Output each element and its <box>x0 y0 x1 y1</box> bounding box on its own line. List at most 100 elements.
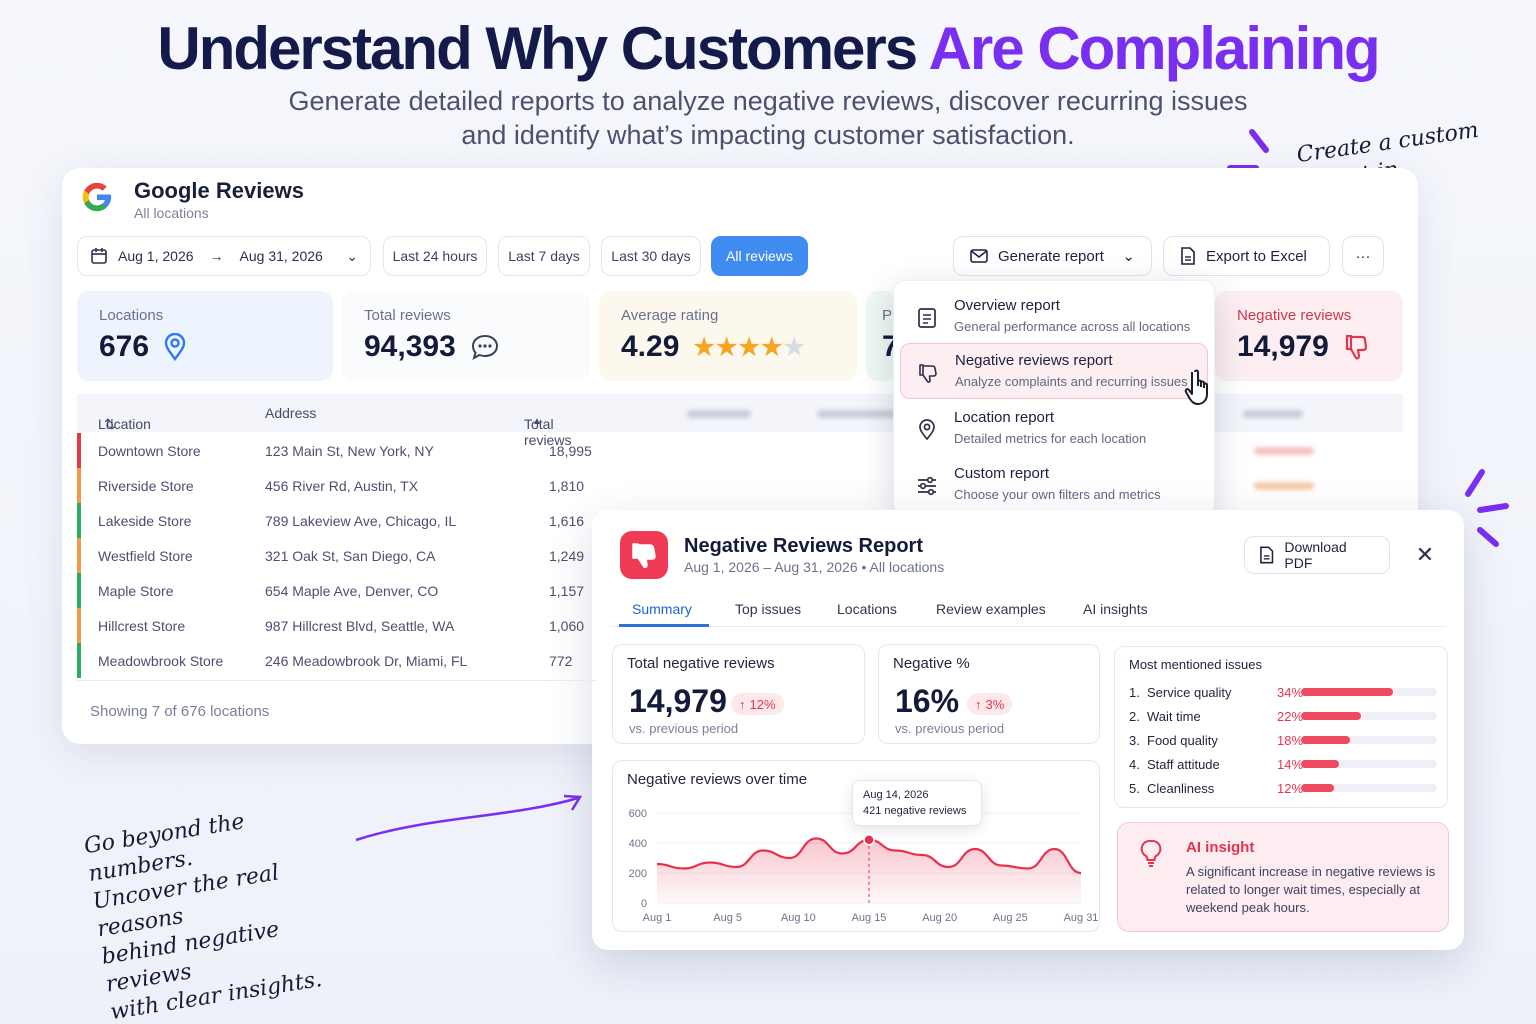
row-status-bar <box>77 468 81 503</box>
download-pdf-label: Download PDF <box>1284 539 1347 571</box>
hero-subtitle-line-2: and identify what’s impacting customer s… <box>461 120 1075 150</box>
issue-name: Staff attitude <box>1147 757 1220 772</box>
row-address: 654 Maple Ave, Denver, CO <box>265 583 439 599</box>
stat-value-row: 676 <box>99 330 311 364</box>
row-total: 1,616 <box>549 513 585 529</box>
range-all-reviews[interactable]: All reviews <box>711 236 808 276</box>
date-end: Aug 31, 2026 <box>239 248 323 264</box>
card-total-negative: Total negative reviews 14,979 ↑ 12% vs. p… <box>612 644 865 744</box>
column-location-label: Location <box>98 416 151 432</box>
generate-report-label: Generate report <box>998 247 1104 265</box>
x-tick-label: Aug 10 <box>781 912 816 924</box>
table-row[interactable]: Meadowbrook Store 246 Meadowbrook Dr, Mia… <box>77 643 597 678</box>
stat-average-rating: Average rating 4.29 ★★★★★ <box>599 291 857 381</box>
table-row[interactable]: Westfield Store 321 Oak St, San Diego, CA… <box>77 538 597 573</box>
row-address: 987 Hillcrest Blvd, Seattle, WA <box>265 618 455 634</box>
row-location: Riverside Store <box>98 478 194 494</box>
tab-locations[interactable]: Locations <box>837 601 897 617</box>
card-title: Total negative reviews <box>627 655 775 672</box>
stat-label: Locations <box>99 307 164 324</box>
generate-report-button[interactable]: Generate report ⌄ <box>953 236 1152 276</box>
tab-ai-insights[interactable]: AI insights <box>1083 601 1148 617</box>
y-tick-label: 200 <box>629 868 647 880</box>
table-row[interactable]: Lakeside Store 789 Lakeview Ave, Chicago,… <box>77 503 597 538</box>
hero-subtitle: Generate detailed reports to analyze neg… <box>0 84 1536 152</box>
issue-bar-track <box>1301 712 1437 720</box>
row-total: 772 <box>549 653 573 669</box>
blurred-cell <box>1254 482 1314 490</box>
delta-value: 12% <box>749 696 776 712</box>
issue-bar-fill <box>1301 784 1334 792</box>
range-last-30-days[interactable]: Last 30 days <box>601 236 701 276</box>
export-excel-label: Export to Excel <box>1206 247 1307 265</box>
menu-item-desc: General performance across all locations <box>954 319 1191 334</box>
delta-badge: ↑ 3% <box>967 693 1013 715</box>
issue-item: 2. Wait time 22% <box>1129 707 1439 727</box>
x-tick-label: Aug 1 <box>643 912 672 924</box>
hero-title-accent: Are Complaining <box>928 15 1381 82</box>
menu-item-desc: Detailed metrics for each location <box>954 431 1147 446</box>
issue-percent: 12% <box>1277 781 1304 796</box>
stat-label-partial: P <box>882 307 893 324</box>
card-negative-percent: Negative % 16% ↑ 3% vs. previous period <box>878 644 1100 744</box>
stat-value-row: 4.29 ★★★★★ <box>621 330 835 364</box>
table-row[interactable]: Riverside Store 456 River Rd, Austin, TX 1… <box>77 468 597 503</box>
more-options-button[interactable]: ··· <box>1342 236 1384 276</box>
hero-title: Understand Why Customers Are Complaining <box>0 14 1536 83</box>
card-value: 14,979 <box>629 683 727 719</box>
stat-value: 14,979 <box>1237 330 1329 363</box>
arrow-right-icon: → <box>209 248 224 264</box>
menu-item-custom-report[interactable]: Custom report Choose your own filters an… <box>900 457 1208 513</box>
sort-icon: ⇅ <box>104 416 116 432</box>
highlight-point[interactable] <box>863 834 875 846</box>
star-empty-icon: ★ <box>783 333 806 361</box>
menu-item-negative-reviews-report[interactable]: Negative reviews report Analyze complain… <box>900 343 1208 399</box>
star-icon: ★ <box>760 333 784 361</box>
menu-item-overview-report[interactable]: Overview report General performance acro… <box>900 289 1208 345</box>
star-rating: ★★★★★ <box>693 333 806 362</box>
download-pdf-button[interactable]: Download PDF <box>1244 536 1390 574</box>
card-compare: vs. previous period <box>895 721 1005 736</box>
hand-cursor-icon <box>1184 369 1208 405</box>
range-last-24-hours[interactable]: Last 24 hours <box>383 236 487 276</box>
export-excel-button[interactable]: Export to Excel <box>1163 236 1330 276</box>
column-address[interactable]: Address <box>265 405 317 421</box>
issue-rank: 4. <box>1129 757 1140 772</box>
range-last-7-days[interactable]: Last 7 days <box>498 236 590 276</box>
hero-title-main: Understand Why Customers <box>157 15 918 82</box>
x-tick-label: Aug 31 <box>1064 912 1099 924</box>
row-status-bar <box>77 643 81 678</box>
tab-top-issues[interactable]: Top issues <box>735 601 802 617</box>
location-pin-icon <box>164 333 186 361</box>
table-row[interactable]: Maple Store 654 Maple Ave, Denver, CO 1,15… <box>77 573 597 608</box>
tab-review-examples[interactable]: Review examples <box>936 601 1046 617</box>
star-icon: ★ <box>693 333 716 361</box>
arrow-up-icon: ↑ <box>739 696 746 712</box>
stat-locations: Locations 676 <box>77 291 333 381</box>
issue-bar-fill <box>1301 760 1339 768</box>
file-icon <box>1260 546 1274 564</box>
date-range-picker[interactable]: Aug 1, 2026 → Aug 31, 2026 ⌄ <box>77 236 371 276</box>
callout-insights: Go beyond the numbers. Uncover the real … <box>82 793 369 1024</box>
stat-value: 676 <box>99 330 150 363</box>
tab-summary[interactable]: Summary <box>632 601 692 617</box>
x-tick-label: Aug 20 <box>922 912 957 924</box>
issue-name: Service quality <box>1147 685 1232 700</box>
issue-name: Cleanliness <box>1147 781 1215 796</box>
issue-rank: 2. <box>1129 709 1140 724</box>
table-row[interactable]: Downtown Store 123 Main St, New York, NY 1… <box>77 433 597 468</box>
close-icon[interactable]: ✕ <box>1415 542 1435 567</box>
stat-value-row: 94,393 <box>364 330 568 364</box>
row-address: 123 Main St, New York, NY <box>265 443 434 459</box>
blurred-header <box>817 410 897 418</box>
row-address: 456 River Rd, Austin, TX <box>265 478 419 494</box>
issue-bar-track <box>1301 784 1437 792</box>
date-start: Aug 1, 2026 <box>118 248 194 264</box>
row-location: Maple Store <box>98 583 174 599</box>
menu-item-location-report[interactable]: Location report Detailed metrics for eac… <box>900 401 1208 457</box>
issue-rank: 3. <box>1129 733 1140 748</box>
table-row[interactable]: Hillcrest Store 987 Hillcrest Blvd, Seatt… <box>77 608 597 643</box>
issue-item: 5. Cleanliness 12% <box>1129 779 1439 799</box>
stat-value-partial: 7 <box>882 330 896 363</box>
row-status-bar <box>77 503 81 538</box>
